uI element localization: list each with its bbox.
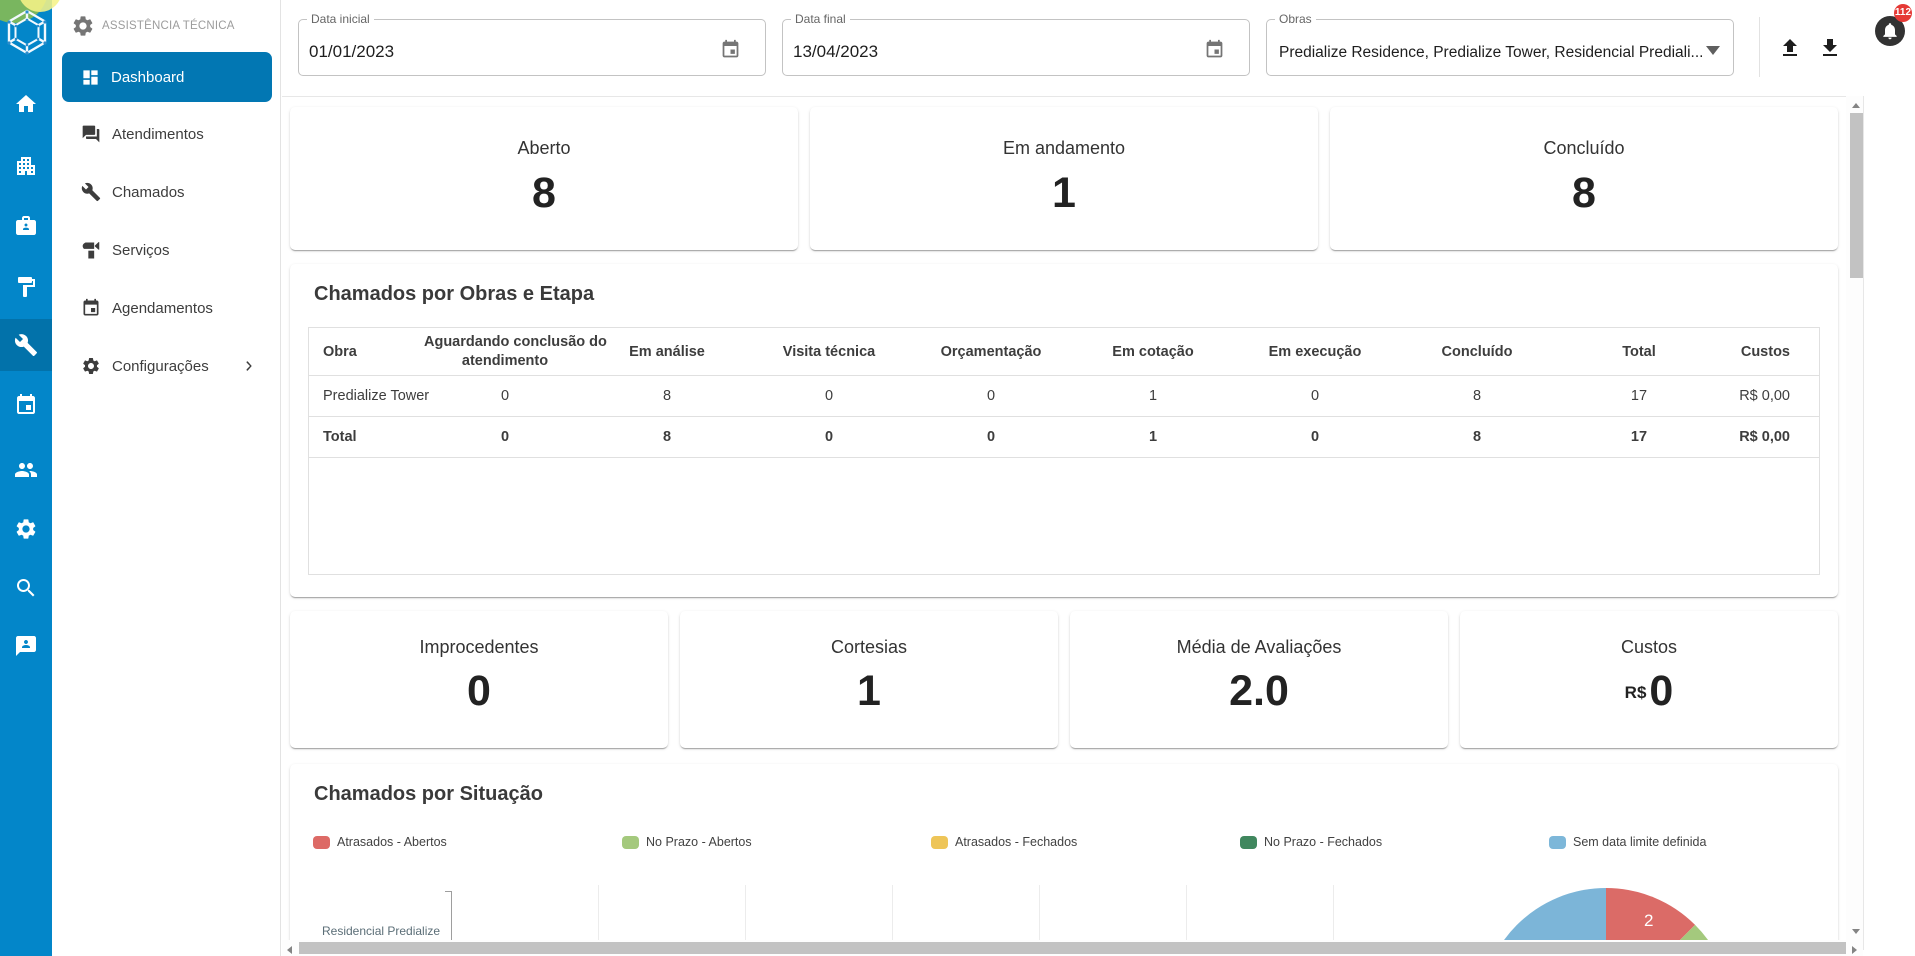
svg-text:2: 2 xyxy=(1644,911,1653,930)
